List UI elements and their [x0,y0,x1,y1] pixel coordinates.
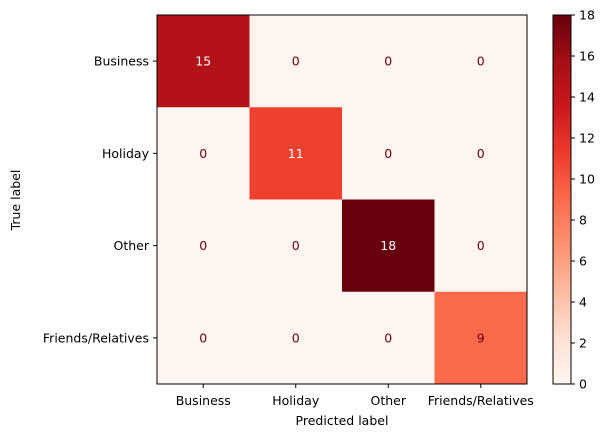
cell-value-label: 0 [292,238,300,253]
heatmap-cell [249,291,343,385]
cell-value-label: 0 [384,330,392,345]
cell-value-label: 0 [292,54,300,69]
cell-value-label: 0 [199,330,207,345]
colorbar-tick-label: 12 [579,131,595,146]
x-axis-title: Predicted label [296,413,389,428]
x-tick-label: Other [371,393,407,408]
heatmap-cell [342,199,435,293]
heatmap-cell [342,15,435,108]
heatmap-cell [434,291,528,385]
colorbar-tick-label: 10 [579,172,595,187]
cell-value-label: 0 [477,238,485,253]
y-axis-ticks: Business Holiday Other Friends/Relatives [43,54,157,345]
cell-value-label: 11 [288,146,304,161]
x-axis-ticks: Business Holiday Other Friends/Relatives [176,384,534,408]
heatmap-cell [249,15,343,108]
x-tick-label: Holiday [272,393,320,408]
heatmap-cell [342,107,435,200]
heatmap-cell [157,15,250,108]
colorbar-tick-label: 14 [579,90,595,105]
heatmap-cells: 15 0 0 0 0 11 0 0 0 0 18 0 0 0 0 9 [157,15,528,385]
cell-value-label: 0 [384,146,392,161]
heatmap-cell [249,199,343,293]
cell-value-label: 0 [477,146,485,161]
colorbar-tick-label: 16 [579,49,595,64]
cell-value-label: 9 [477,330,485,345]
colorbar-ticks: 0 2 4 6 8 10 12 14 16 18 [571,8,595,392]
y-axis-title: True label [8,170,23,232]
cell-value-label: 18 [380,238,396,253]
colorbar-tick-label: 8 [579,213,587,228]
y-tick-label: Holiday [102,146,150,161]
y-tick-label: Business [94,54,149,69]
colorbar-tick-label: 18 [579,8,595,23]
cell-value-label: 0 [292,330,300,345]
x-tick-label: Business [176,393,231,408]
heatmap-cell [249,107,343,200]
cell-value-label: 0 [477,54,485,69]
colorbar-tick-label: 4 [579,295,587,310]
cell-value-label: 0 [199,146,207,161]
heatmap-cell [434,15,528,108]
plot-frame [156,14,528,385]
y-tick-label: Friends/Relatives [43,330,149,345]
heatmap-cell [434,107,528,200]
colorbar-tick-label: 2 [579,336,587,351]
x-tick-label: Friends/Relatives [428,393,534,408]
colorbar-tick-label: 6 [579,254,587,269]
heatmap-cell [434,199,528,293]
heatmap-cell [157,199,250,293]
heatmap-cell [342,291,435,385]
cell-value-label: 0 [199,238,207,253]
y-tick-label: Other [114,238,150,253]
cell-value-label: 0 [384,54,392,69]
heatmap-cell [157,291,250,385]
cell-value-label: 15 [195,54,211,69]
colorbar [552,14,572,385]
colorbar-tick-label: 0 [579,377,587,392]
heatmap-cell [157,107,250,200]
